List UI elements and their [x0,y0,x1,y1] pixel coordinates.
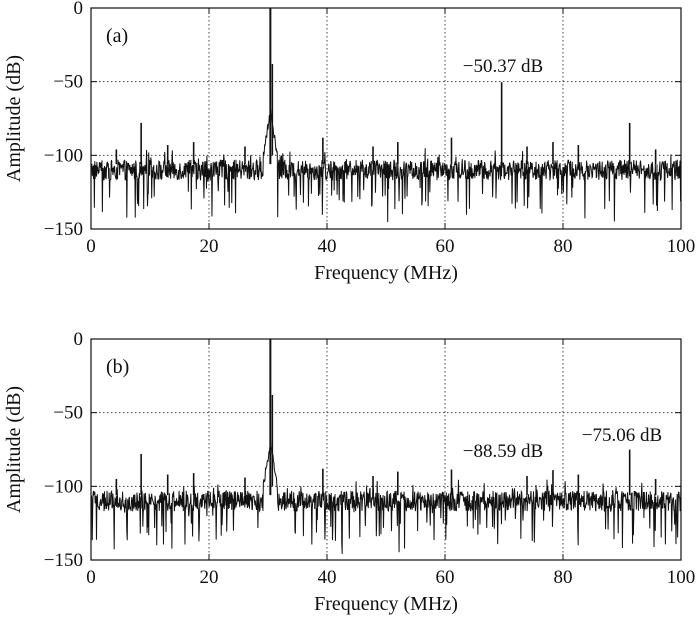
panel-b-ytick-label: 0 [74,329,84,350]
panel-a-ytick-label: −50 [53,72,83,93]
panel-b-peak-annotation: −88.59 dB [463,441,543,462]
panel-a: 0 20 40 60 80 100 0 −50 −100 −150 Frequency (MHz) A… [3,0,695,284]
panel-a-ytick-label: −150 [44,219,83,240]
panel-a-xtick-label: 20 [200,236,219,257]
panel-b-xlabel: Frequency (MHz) [314,593,458,615]
panel-b: 0 20 40 60 80 100 0 −50 −100 −150 Frequency (MHz) A… [3,329,695,615]
panel-a-ytick-label: −100 [44,145,83,166]
panel-a-xlabel: Frequency (MHz) [314,262,458,284]
panel-b-peak-annotation: −75.06 dB [582,425,662,446]
panel-b-xtick-label: 20 [200,567,219,588]
panel-a-ylabel: Amplitude (dB) [3,55,25,182]
panel-b-xtick-label: 60 [436,567,455,588]
panel-b-plot-frame [90,338,682,561]
panel-a-plot-frame [90,7,682,230]
panel-b-xtick-label: 100 [667,567,696,588]
panel-b-noise-trace [90,439,682,554]
panel-a-noise-trace [90,108,682,223]
panel-a-ytick-label: 0 [74,0,84,19]
panel-a-xtick-label: 0 [86,236,96,257]
panel-a-xtick-label: 100 [667,236,696,257]
panel-b-xtick-label: 40 [318,567,337,588]
panel-b-ytick-label: −150 [44,550,83,571]
panel-b-ytick-label: −50 [53,403,83,424]
panel-a-peak-annotation: −50.37 dB [463,56,543,77]
panel-b-label: (b) [106,356,129,378]
panel-a-xtick-label: 60 [436,236,455,257]
panel-a-xtick-label: 80 [554,236,573,257]
panel-b-xtick-label: 80 [554,567,573,588]
panel-b-ylabel: Amplitude (dB) [3,386,25,513]
panel-a-xtick-label: 40 [318,236,337,257]
panel-a-label: (a) [106,25,128,47]
panel-b-ytick-label: −100 [44,476,83,497]
panel-b-xtick-label: 0 [86,567,96,588]
